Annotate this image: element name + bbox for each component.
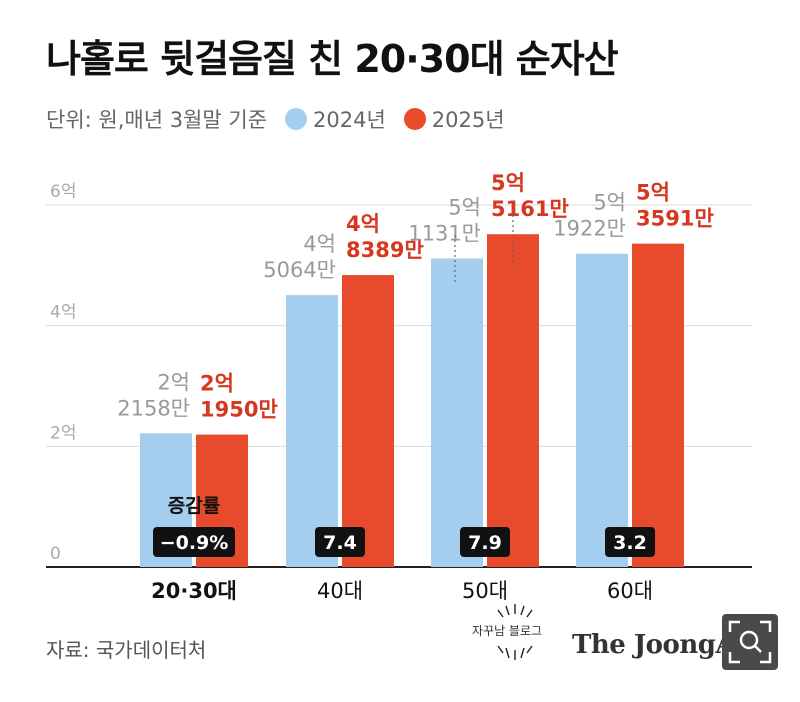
x-tick-label: 40대 [317,579,363,603]
data-label: 5억 [491,171,525,195]
growth-rate-label: 7.4 [323,532,357,554]
data-label: 4억 [303,232,336,256]
source-note: 자료: 국가데이터처 [46,638,207,662]
growth-rate-label: 7.9 [468,532,502,554]
zoom-button[interactable] [722,614,778,670]
bar-2025 [632,243,684,567]
y-tick-label: 0 [50,544,61,564]
growth-rate-label: −0.9% [160,532,229,554]
x-tick-label: 50대 [462,579,508,603]
blog-watermark: 자꾸남 블로그 [472,624,543,638]
bar-2024 [576,253,628,567]
blog-sparkle-icon [497,604,533,660]
bar-2025 [342,275,394,567]
legend-swatch-2025 [403,108,426,130]
data-label: 5억 [448,196,481,220]
legend-label-2025: 2025년 [431,108,505,132]
data-label: 2억 [200,372,234,396]
data-label: 2158만 [117,396,190,420]
growth-badge [460,527,510,557]
data-label: 3591만 [636,207,714,231]
x-tick-label: 60대 [607,579,653,603]
subtitle-row: 단위: 원,매년 3월말 기준 2024년 2025년 [46,104,505,134]
growth-badge [315,527,365,557]
data-label: 1131만 [408,222,481,246]
growth-rate-label: 3.2 [613,532,647,554]
data-label: 5억 [593,191,626,215]
data-label: 8389만 [346,238,424,262]
bar-chart: 02억4억6억2억2158만2억1950만20·30대−0.9%4억5064만4… [46,171,752,603]
growth-title: 증감률 [168,495,220,517]
y-tick-label: 2억 [50,423,76,443]
x-tick-label: 20·30대 [151,579,237,603]
y-tick-label: 6억 [50,182,76,202]
data-label: 4억 [346,212,380,236]
bar-2024 [431,258,483,567]
y-tick-label: 4억 [50,303,76,323]
data-label: 2억 [157,370,190,394]
data-label: 5161만 [491,197,569,221]
data-label: 1922만 [553,217,626,241]
legend-item-2024: 2024년 [285,104,386,134]
zoom-icon [728,620,772,664]
bar-2024 [286,295,338,567]
growth-badge [153,527,235,557]
legend-swatch-2024 [285,108,308,130]
data-label: 5064만 [263,258,336,282]
legend-item-2025: 2025년 [403,104,505,134]
chart-title: 나홀로 뒷걸음질 친 20·30대 순자산 [46,37,619,81]
data-label: 5억 [636,181,670,205]
bar-2025 [487,234,539,567]
growth-badge [605,527,655,557]
legend-label-2024: 2024년 [313,108,386,132]
unit-note: 단위: 원,매년 3월말 기준 [46,108,268,132]
data-label: 1950만 [200,398,278,422]
